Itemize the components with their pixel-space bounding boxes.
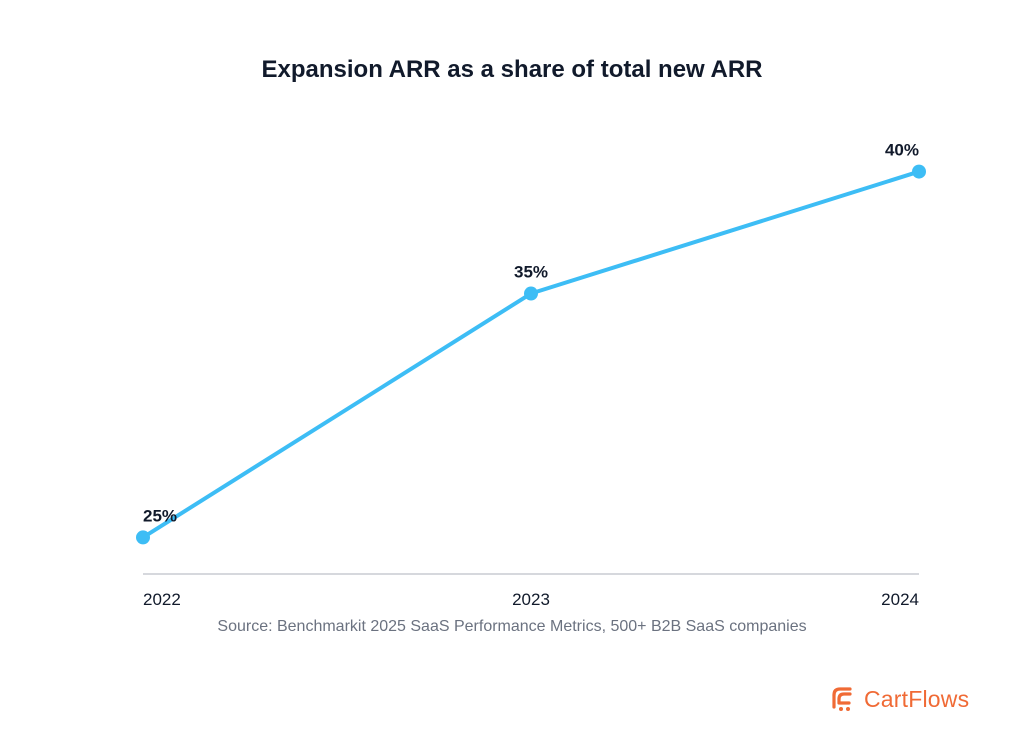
x-tick-labels: 2022 2023 2024 [143, 590, 919, 609]
data-label: 40% [885, 141, 919, 160]
data-points [136, 164, 926, 545]
data-point [136, 530, 150, 545]
series-line [141, 169, 921, 540]
x-tick-label: 2023 [512, 590, 550, 609]
data-label: 35% [514, 263, 548, 282]
data-point [912, 164, 926, 179]
brand-logo: CartFlows [830, 684, 969, 714]
x-tick-label: 2024 [881, 590, 919, 609]
source-note: Source: Benchmarkit 2025 SaaS Performanc… [217, 618, 807, 635]
chart-title: Expansion ARR as a share of total new AR… [261, 56, 763, 83]
x-tick-label: 2022 [143, 590, 181, 609]
cartflows-logo-icon [832, 687, 852, 711]
data-label: 25% [143, 506, 177, 525]
data-labels: 25% 35% 40% [143, 141, 919, 526]
brand-name: CartFlows [864, 685, 970, 712]
data-point [524, 286, 538, 301]
